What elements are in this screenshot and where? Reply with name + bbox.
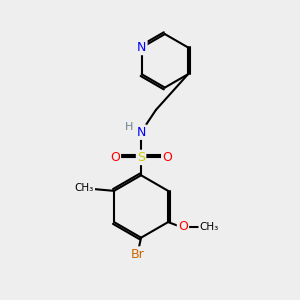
Text: H: H	[124, 122, 133, 132]
Text: CH₃: CH₃	[75, 184, 94, 194]
Text: CH₃: CH₃	[200, 221, 219, 232]
Text: N: N	[136, 126, 146, 139]
Text: O: O	[110, 151, 120, 164]
Text: O: O	[178, 220, 188, 233]
Text: O: O	[162, 151, 172, 164]
Text: N: N	[137, 41, 146, 54]
Text: S: S	[137, 151, 145, 164]
Text: Br: Br	[131, 248, 145, 260]
